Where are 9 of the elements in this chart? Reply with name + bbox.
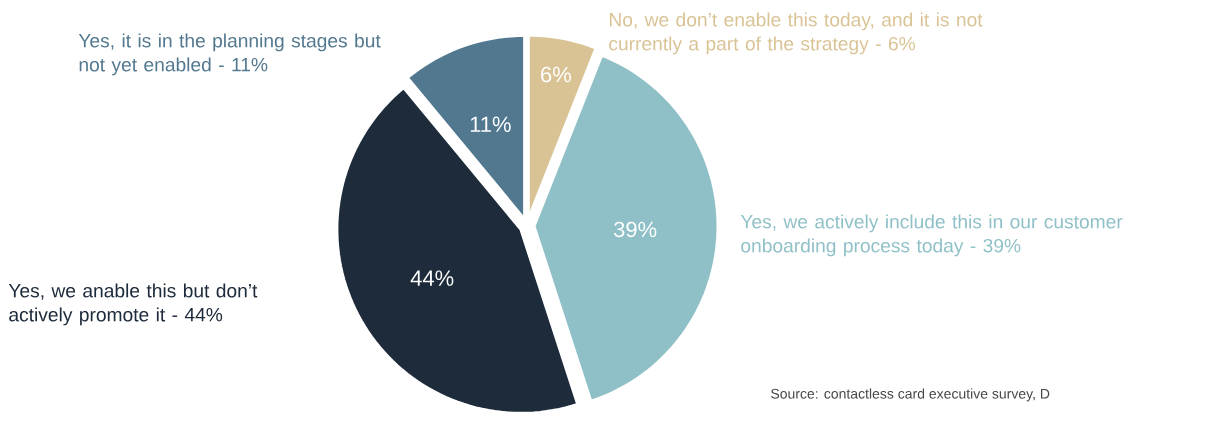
data-label: 11%: [470, 116, 511, 132]
slice-label: Yes, it is in the planning stages but not yet enabled - 11%: [78, 33, 381, 76]
data-label: 44%: [410, 270, 454, 286]
slice-label: No, we don’t enable this today, and it is not currently a part of the strategy - 6%: [609, 12, 983, 55]
source-note: Source: contactless card executive survey, D: [771, 388, 1050, 402]
data-label: 39%: [613, 221, 657, 238]
slice-label: Yes, we actively include this in our customer onboarding process today - 39%: [740, 214, 1123, 257]
slice-label: Yes, we anable this but don’t actively promote it - 44%: [8, 283, 258, 326]
data-label: 6%: [541, 66, 571, 83]
